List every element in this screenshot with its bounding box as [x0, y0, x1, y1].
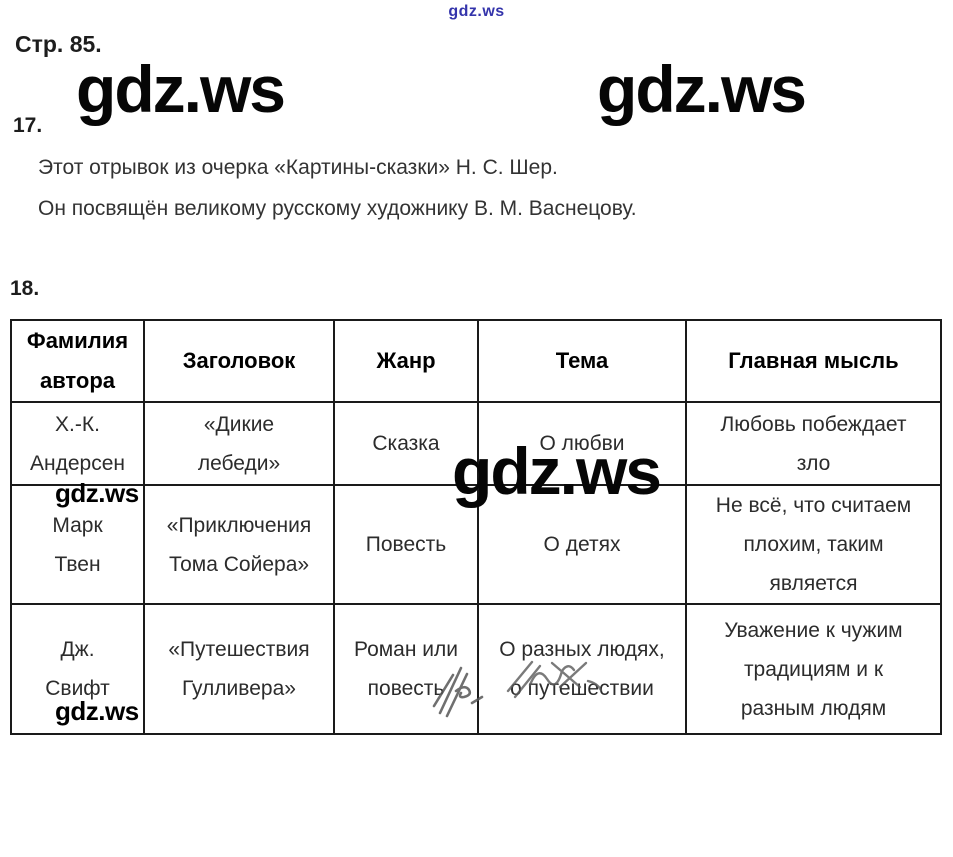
cell-genre: Сказка [333, 401, 479, 486]
col-header-genre: Жанр [333, 319, 479, 403]
col-header-author: Фамилия автора [10, 319, 145, 403]
table-row: Х.-К. Андерсен «Дикие лебеди» Сказка О л… [10, 401, 942, 486]
pen-scribble-mark [506, 660, 603, 699]
cell-title: «Путешествия Гулливера» [143, 603, 335, 735]
task-17-answer-line-1: Этот отрывок из очерка «Картины-сказки» … [38, 156, 558, 179]
table-row: Дж. Свифт «Путешествия Гулливера» Роман … [10, 603, 942, 735]
cell-theme: О детях [477, 484, 687, 605]
site-link[interactable]: gdz.ws [448, 3, 505, 20]
cell-author: Марк Твен [10, 484, 145, 605]
watermark-right: gdz.ws [597, 52, 807, 126]
cell-author: Х.-К. Андерсен [10, 401, 145, 486]
watermark-small-2: gdz.ws [55, 696, 139, 726]
col-header-title: Заголовок [143, 319, 335, 403]
books-table: Фамилия автора Заголовок Жанр Тема Главн… [10, 319, 942, 735]
task-18-number: 18. [10, 277, 40, 300]
cell-author: Дж. Свифт [10, 603, 145, 735]
watermark-center: gdz.ws [452, 434, 662, 508]
cell-theme: О разных людях, о путешествии [477, 603, 687, 735]
watermark-small-1: gdz.ws [55, 478, 139, 508]
task-17-answer-line-2: Он посвящён великому русскому художнику … [38, 197, 637, 220]
cell-main-idea: Любовь побеждает зло [685, 401, 942, 486]
watermark-left: gdz.ws [76, 52, 286, 126]
table-row: Марк Твен «Приключения Тома Сойера» Пове… [10, 484, 942, 605]
cell-title: «Приключения Тома Сойера» [143, 484, 335, 605]
task-17-number: 17. [13, 114, 43, 137]
cell-title: «Дикие лебеди» [143, 401, 335, 486]
cell-main-idea: Не всё, что считаем плохим, таким являет… [685, 484, 942, 605]
page-heading: Стр. 85. [15, 31, 102, 57]
table-header-row: Фамилия автора Заголовок Жанр Тема Главн… [10, 319, 942, 403]
col-header-main-idea: Главная мысль [685, 319, 942, 403]
cell-theme: О любви [477, 401, 687, 486]
col-header-theme: Тема [477, 319, 687, 403]
pen-scribble-mark [432, 666, 484, 718]
cell-main-idea: Уважение к чужим традициям и к разным лю… [685, 603, 942, 735]
cell-genre: Повесть [333, 484, 479, 605]
cell-genre: Роман или повесть [333, 603, 479, 735]
